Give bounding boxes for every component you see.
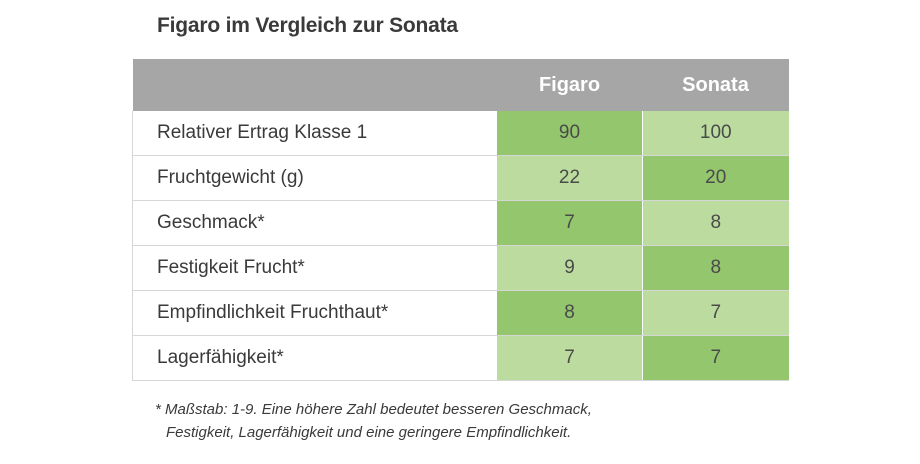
footnote-line-2: Festigkeit, Lagerfähigkeit und eine geri… (166, 424, 572, 441)
figaro-value: 7 (496, 200, 643, 246)
figaro-value: 22 (496, 155, 643, 201)
header-blank (132, 59, 497, 111)
row-label: Empfindlichkeit Fruchthaut* (132, 290, 497, 336)
page-title: Figaro im Vergleich zur Sonata (157, 14, 458, 37)
table-row: Geschmack* 7 8 (132, 200, 789, 246)
header-figaro: Figaro (496, 59, 643, 111)
sonata-value: 7 (642, 335, 789, 381)
row-label: Fruchtgewicht (g) (132, 155, 497, 201)
footnote: * Maßstab: 1-9. Eine höhere Zahl bedeute… (155, 398, 592, 444)
sonata-value: 8 (642, 245, 789, 291)
table-row: Lagerfähigkeit* 7 7 (132, 335, 789, 381)
table-row: Fruchtgewicht (g) 22 20 (132, 155, 789, 201)
row-label: Relativer Ertrag Klasse 1 (132, 111, 497, 156)
header-sonata: Sonata (642, 59, 789, 111)
row-label: Geschmack* (132, 200, 497, 246)
figaro-value: 8 (496, 290, 643, 336)
table-row: Festigkeit Frucht* 9 8 (132, 245, 789, 291)
row-label: Lagerfähigkeit* (132, 335, 497, 381)
figaro-value: 7 (496, 335, 643, 381)
row-label: Festigkeit Frucht* (132, 245, 497, 291)
sonata-value: 7 (642, 290, 789, 336)
sonata-value: 100 (642, 111, 789, 156)
table-row: Relativer Ertrag Klasse 1 90 100 (132, 111, 789, 156)
table-row: Empfindlichkeit Fruchthaut* 8 7 (132, 290, 789, 336)
footnote-line-1: * Maßstab: 1-9. Eine höhere Zahl bedeute… (155, 401, 592, 418)
sonata-value: 20 (642, 155, 789, 201)
sonata-value: 8 (642, 200, 789, 246)
figaro-value: 90 (496, 111, 643, 156)
figaro-value: 9 (496, 245, 643, 291)
table-header-row: Figaro Sonata (132, 59, 789, 111)
comparison-table: Figaro Sonata Relativer Ertrag Klasse 1 … (132, 59, 789, 381)
